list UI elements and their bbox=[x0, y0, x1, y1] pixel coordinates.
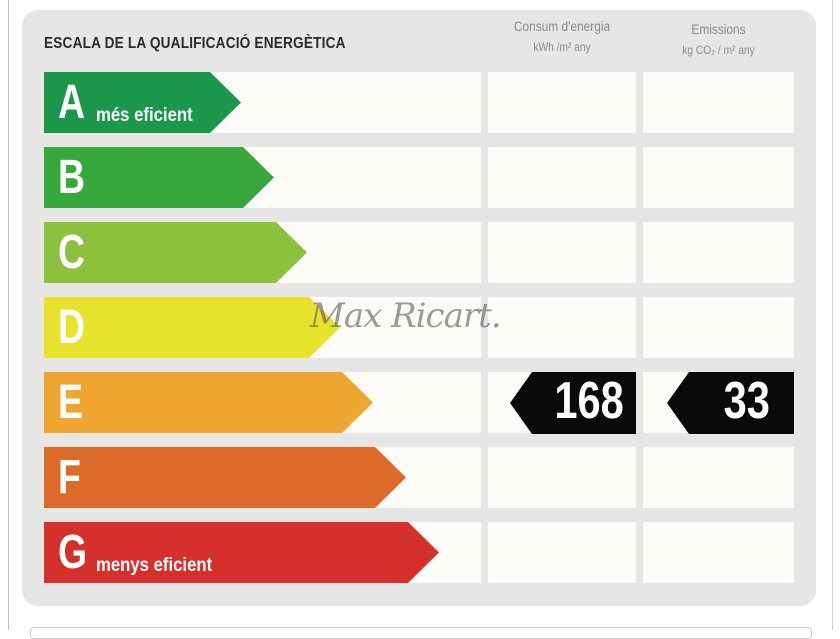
rating-arrow-C: C bbox=[44, 222, 307, 283]
rating-arrow-G: G menys eficient bbox=[44, 522, 439, 583]
emissions-cell-G bbox=[643, 522, 794, 583]
emissions-cell-D bbox=[643, 297, 794, 358]
consumption-indicator: 168 bbox=[510, 372, 636, 434]
rating-letter: E bbox=[58, 376, 83, 429]
consumption-unit: kWh /m² any bbox=[533, 40, 591, 54]
rating-arrow-D: D bbox=[44, 297, 340, 358]
emissions-header: Emissions kg CO₂ / m² any bbox=[654, 19, 782, 61]
emissions-indicator: 33 bbox=[667, 372, 794, 434]
consumption-cell-B bbox=[488, 147, 636, 208]
frame-left-border bbox=[8, 0, 9, 630]
emissions-label: Emissions bbox=[691, 21, 746, 37]
rating-letter: B bbox=[58, 151, 86, 204]
rating-letter: C bbox=[58, 226, 86, 279]
rating-arrow-E: E bbox=[44, 372, 373, 433]
consumption-cell-F bbox=[488, 447, 636, 508]
frame-right-border bbox=[832, 0, 833, 630]
consumption-label: Consum d'energia bbox=[513, 18, 611, 34]
rating-arrow-A: A més eficient bbox=[44, 72, 241, 133]
consumption-cell-G bbox=[488, 522, 636, 583]
consumption-cell-A bbox=[488, 72, 636, 133]
rating-letter: A bbox=[58, 76, 86, 129]
emissions-unit: kg CO₂ / m² any bbox=[682, 43, 755, 57]
emissions-cell-F bbox=[643, 447, 794, 508]
consumption-header: Consum d'energia kWh /m² any bbox=[499, 16, 625, 58]
rating-arrow-B: B bbox=[44, 147, 274, 208]
label-title: ESCALA DE LA QUALIFICACIÓ ENERGÈTICA bbox=[44, 35, 346, 52]
rating-caption: menys eficient bbox=[96, 555, 213, 576]
consumption-cell-D bbox=[488, 297, 636, 358]
consumption-value: 168 bbox=[554, 372, 624, 430]
emissions-value: 33 bbox=[723, 372, 770, 430]
next-panel-edge bbox=[30, 627, 812, 639]
watermark: Max Ricart. bbox=[310, 296, 502, 336]
emissions-cell-A bbox=[643, 72, 794, 133]
emissions-cell-C bbox=[643, 222, 794, 283]
emissions-cell-B bbox=[643, 147, 794, 208]
rating-caption: més eficient bbox=[96, 105, 193, 126]
rating-letter: F bbox=[58, 451, 81, 504]
rating-letter: G bbox=[58, 526, 88, 579]
consumption-cell-C bbox=[488, 222, 636, 283]
rating-letter: D bbox=[58, 301, 86, 354]
rating-arrow-F: F bbox=[44, 447, 406, 508]
